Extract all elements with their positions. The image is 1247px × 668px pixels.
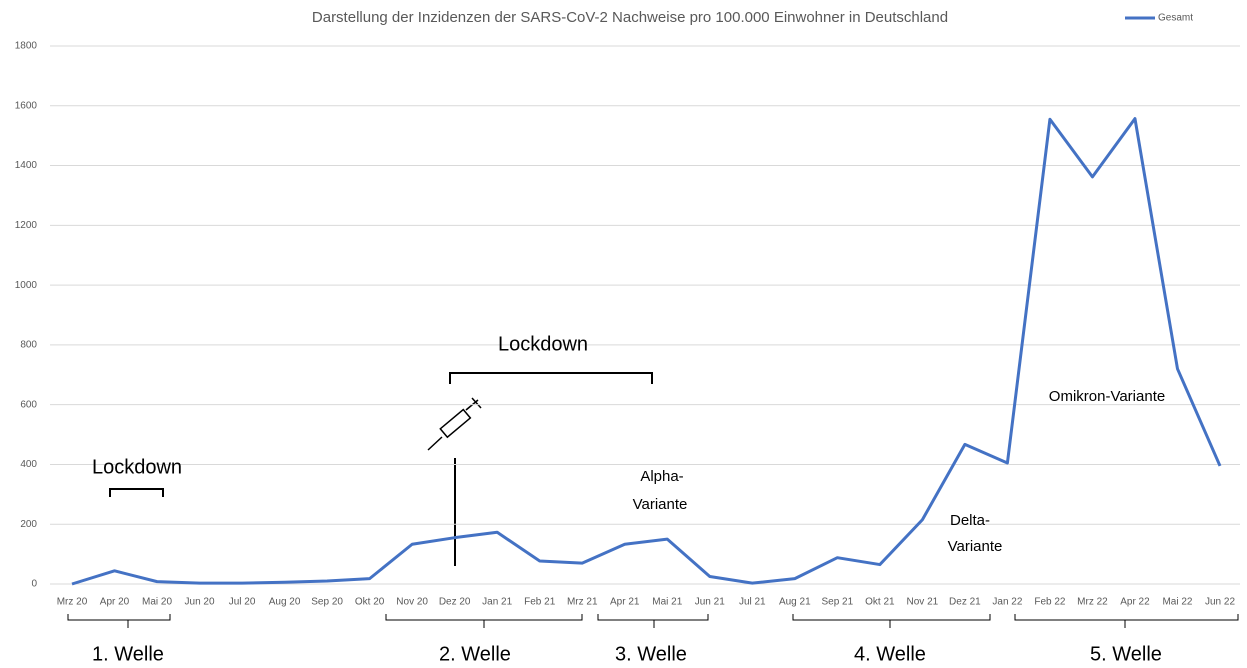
y-tick-label: 1000 xyxy=(15,280,38,291)
wave-label: 5. Welle xyxy=(1090,643,1162,665)
x-tick-label: Jun 20 xyxy=(185,597,215,608)
x-tick-label: Jan 21 xyxy=(482,597,512,608)
decorations xyxy=(67,372,1239,628)
annotation: Omikron-Variante xyxy=(1049,388,1165,405)
x-tick-label: Mrz 20 xyxy=(57,597,88,608)
x-tick-label: Sep 20 xyxy=(311,597,343,608)
x-tick-label: Okt 21 xyxy=(865,597,895,608)
bracket xyxy=(109,488,164,497)
annotation: Variante xyxy=(948,538,1003,555)
annotation: Lockdown xyxy=(92,456,182,478)
wave-brackets xyxy=(67,614,1239,628)
x-tick-label: Jul 21 xyxy=(739,597,766,608)
syringe-icon xyxy=(427,397,482,451)
x-tick-label: Mai 22 xyxy=(1162,597,1192,608)
x-tick-label: Jan 22 xyxy=(992,597,1022,608)
x-tick-label: Jun 22 xyxy=(1205,597,1235,608)
wave-label: 3. Welle xyxy=(615,643,687,665)
annotation: Variante xyxy=(633,496,688,513)
x-tick-label: Mai 21 xyxy=(652,597,682,608)
x-tick-label: Mai 20 xyxy=(142,597,172,608)
wave-label: 2. Welle xyxy=(439,643,511,665)
y-tick-label: 400 xyxy=(20,459,37,470)
x-tick-label: Mrz 21 xyxy=(567,597,598,608)
y-tick-label: 1200 xyxy=(15,220,38,231)
wave-label: 1. Welle xyxy=(92,643,164,665)
y-tick-label: 600 xyxy=(20,399,37,410)
x-tick-label: Jul 20 xyxy=(229,597,256,608)
x-tick-label: Aug 21 xyxy=(779,597,811,608)
x-tick-label: Sep 21 xyxy=(821,597,853,608)
wave-label: 4. Welle xyxy=(854,643,926,665)
x-tick-label: Apr 20 xyxy=(100,597,130,608)
y-tick-label: 200 xyxy=(20,519,37,530)
x-tick-label: Okt 20 xyxy=(355,597,385,608)
x-tick-label: Feb 22 xyxy=(1034,597,1066,608)
x-tick-label: Mrz 22 xyxy=(1077,597,1108,608)
x-tick-label: Nov 21 xyxy=(907,597,939,608)
x-tick-label: Dez 21 xyxy=(949,597,981,608)
y-tick-label: 1600 xyxy=(15,100,38,111)
annotation: Lockdown xyxy=(498,333,588,355)
y-tick-label: 800 xyxy=(20,340,37,351)
x-tick-label: Feb 21 xyxy=(524,597,556,608)
bracket xyxy=(449,372,653,384)
data-line xyxy=(71,117,1222,586)
y-tick-label: 0 xyxy=(31,579,37,590)
x-tick-label: Nov 20 xyxy=(396,597,428,608)
x-tick-label: Apr 22 xyxy=(1120,597,1150,608)
y-tick-label: 1400 xyxy=(15,160,38,171)
x-tick-label: Dez 20 xyxy=(439,597,471,608)
annotation: Delta- xyxy=(950,512,990,529)
x-tick-label: Apr 21 xyxy=(610,597,640,608)
annotation: Alpha- xyxy=(640,468,683,485)
legend-label: Gesamt xyxy=(1158,13,1193,24)
y-tick-label: 1800 xyxy=(15,41,38,52)
x-tick-label: Jun 21 xyxy=(695,597,725,608)
x-tick-label: Aug 20 xyxy=(269,597,301,608)
chart-title: Darstellung der Inzidenzen der SARS-CoV-… xyxy=(312,9,948,26)
